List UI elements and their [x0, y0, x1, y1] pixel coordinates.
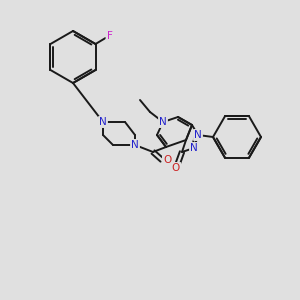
Text: N: N — [190, 143, 198, 153]
Text: N: N — [159, 117, 167, 127]
Text: N: N — [99, 117, 107, 127]
Text: N: N — [159, 117, 167, 127]
Text: N: N — [190, 143, 198, 153]
Text: O: O — [163, 155, 171, 165]
Text: O: O — [172, 163, 180, 173]
Text: N: N — [194, 130, 202, 140]
Text: N: N — [131, 140, 139, 150]
Text: N: N — [194, 130, 202, 140]
Text: F: F — [106, 31, 112, 41]
Text: N: N — [131, 140, 139, 150]
Text: O: O — [172, 163, 180, 173]
Text: O: O — [163, 155, 171, 165]
Text: N: N — [99, 117, 107, 127]
Text: F: F — [106, 31, 112, 41]
